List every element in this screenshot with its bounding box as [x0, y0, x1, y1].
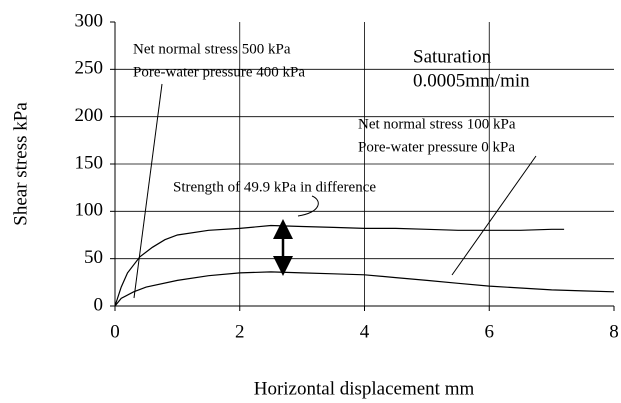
- data-line: [114, 224, 565, 307]
- data-line: [114, 271, 615, 307]
- y-tick-label: 0: [94, 294, 104, 315]
- annotation: Strength of 49.9 kPa in difference: [173, 179, 376, 195]
- annotation: 0.0005mm/min: [413, 70, 530, 91]
- x-tick-label: 6: [485, 321, 495, 342]
- x-axis-title: Horizontal displacement mm: [254, 378, 475, 399]
- y-tick-label: 50: [84, 247, 103, 268]
- y-tick-label: 100: [75, 200, 104, 221]
- y-tick-label: 300: [75, 10, 104, 31]
- annotation: Pore-water pressure 0 kPa: [358, 139, 515, 155]
- annotation: Pore-water pressure 400 kPa: [133, 64, 305, 80]
- y-tick-label: 200: [75, 105, 104, 126]
- leader-line: [133, 83, 163, 299]
- x-tick-label: 4: [360, 321, 370, 342]
- y-tick-label: 250: [75, 58, 104, 79]
- leader-line: [451, 155, 537, 276]
- y-axis-title: Shear stress kPa: [10, 102, 31, 226]
- leader-line: [297, 195, 319, 217]
- x-tick-label: 0: [110, 321, 120, 342]
- annotation: Saturation: [413, 46, 492, 67]
- annotation: Net normal stress 100 kPa: [358, 116, 516, 132]
- x-tick-label: 8: [609, 321, 619, 342]
- y-tick-label: 150: [75, 152, 104, 173]
- x-tick-label: 2: [235, 321, 245, 342]
- annotation: Net normal stress 500 kPa: [133, 41, 291, 57]
